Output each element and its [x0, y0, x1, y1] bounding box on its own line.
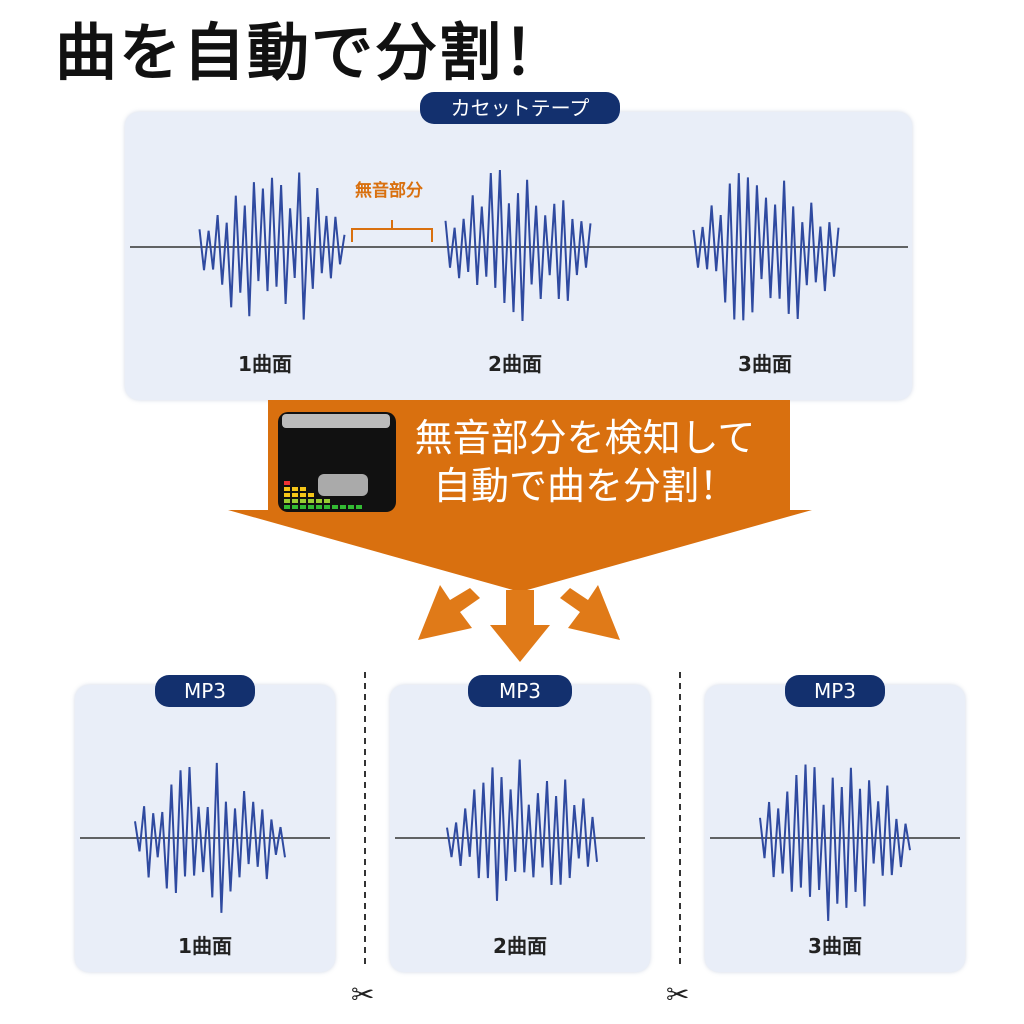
mp3-panel-2	[390, 685, 650, 972]
arrow-right	[560, 585, 620, 640]
eq-bar	[332, 505, 338, 509]
scissors-icon: ✂	[351, 978, 375, 1011]
banner-text: 無音部分を検知して 自動で曲を分割！	[400, 414, 770, 510]
arrow-down	[490, 590, 550, 662]
track-label: 3曲面	[738, 352, 792, 376]
device-image	[278, 412, 396, 512]
eq-bar	[300, 499, 306, 503]
eq-bar	[324, 499, 330, 503]
silence-label: 無音部分	[355, 181, 423, 201]
eq-bar	[316, 499, 322, 503]
mp3-panel-1	[75, 685, 335, 972]
eq-bar	[300, 493, 306, 497]
waveform	[759, 764, 911, 921]
eq-bar	[284, 499, 290, 503]
eq-bar	[308, 499, 314, 503]
eq-bar	[292, 487, 298, 491]
mp3-badge: MP3	[468, 675, 572, 707]
waveform	[444, 169, 592, 322]
eq-bar	[308, 493, 314, 497]
cassette-badge: カセットテープ	[420, 92, 620, 124]
eq-bar	[356, 505, 362, 509]
banner-line-2: 自動で曲を分割！	[432, 464, 737, 508]
waveform	[134, 762, 286, 913]
eq-bar	[284, 487, 290, 491]
waveform	[198, 172, 346, 320]
eq-bar	[284, 493, 290, 497]
mp3-badge: MP3	[785, 675, 885, 707]
waveform	[692, 173, 840, 321]
eq-bar	[284, 505, 290, 509]
track-label: 2曲面	[488, 352, 542, 376]
waveform	[446, 759, 598, 901]
banner-line-1: 無音部分を検知して	[414, 416, 756, 460]
page-title: 曲を自動で分割！	[55, 16, 568, 89]
eq-bar	[284, 481, 290, 485]
eq-bar	[340, 505, 346, 509]
silence-bracket	[351, 220, 433, 242]
eq-bar	[348, 505, 354, 509]
eq-bar	[292, 493, 298, 497]
scissors-icon: ✂	[666, 978, 690, 1011]
eq-bar	[324, 505, 330, 509]
arrow-left	[418, 585, 480, 640]
eq-bar	[300, 487, 306, 491]
eq-bar	[308, 505, 314, 509]
eq-bar	[292, 499, 298, 503]
mp3-badge: MP3	[155, 675, 255, 707]
eq-bar	[300, 505, 306, 509]
eq-bar	[292, 505, 298, 509]
eq-bar	[316, 505, 322, 509]
track-label: 1曲面	[238, 352, 292, 376]
small-arrows	[418, 585, 620, 662]
output-label: 1曲面	[178, 934, 232, 958]
output-label: 2曲面	[493, 934, 547, 958]
output-label: 3曲面	[808, 934, 862, 958]
